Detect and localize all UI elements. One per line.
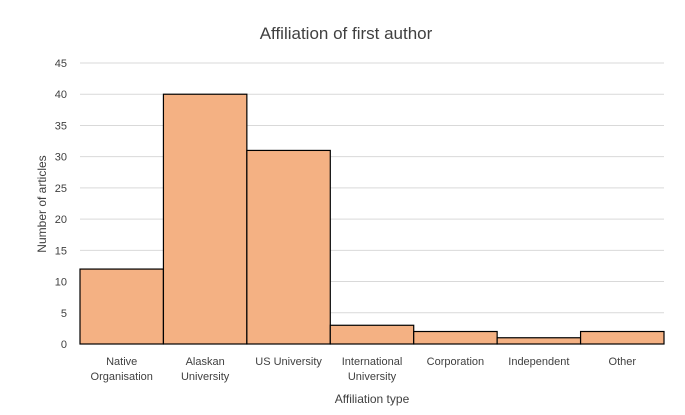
x-tick-label: Corporation [427, 356, 484, 368]
bar [246, 149, 331, 345]
y-tick-label: 20 [55, 214, 67, 226]
y-tick-label: 0 [61, 339, 67, 351]
chart-title: Affiliation of first author [260, 24, 433, 43]
y-tick-label: 25 [55, 183, 67, 195]
y-tick-label: 10 [55, 277, 67, 289]
y-tick-label: 35 [55, 120, 67, 132]
x-tick-label: Independent [508, 356, 569, 368]
y-tick-label: 30 [55, 152, 67, 164]
y-tick-label: 40 [55, 89, 67, 101]
x-tick-label: Other [609, 356, 637, 368]
bar [162, 93, 248, 345]
y-axis-ticks: 0 5 10 15 20 25 30 35 40 45 [55, 58, 67, 351]
y-tick-label: 45 [55, 58, 67, 70]
bar [329, 324, 415, 345]
bars [79, 93, 665, 345]
x-tick-label: International University [342, 356, 403, 383]
x-tick-label: US University [255, 356, 322, 368]
bar [79, 268, 165, 345]
y-axis-title: Number of articles [35, 155, 49, 252]
y-tick-label: 5 [61, 308, 67, 320]
bar [413, 330, 498, 345]
x-axis-ticks: Native Organisation Alaskan University US Un… [91, 356, 637, 383]
x-axis-title: Affiliation type [335, 392, 410, 406]
x-tick-label: Alaskan University [181, 356, 230, 383]
x-tick-label: Native Organisation [91, 356, 153, 383]
bar [496, 337, 582, 345]
y-tick-label: 15 [55, 245, 67, 257]
bar [579, 330, 665, 345]
